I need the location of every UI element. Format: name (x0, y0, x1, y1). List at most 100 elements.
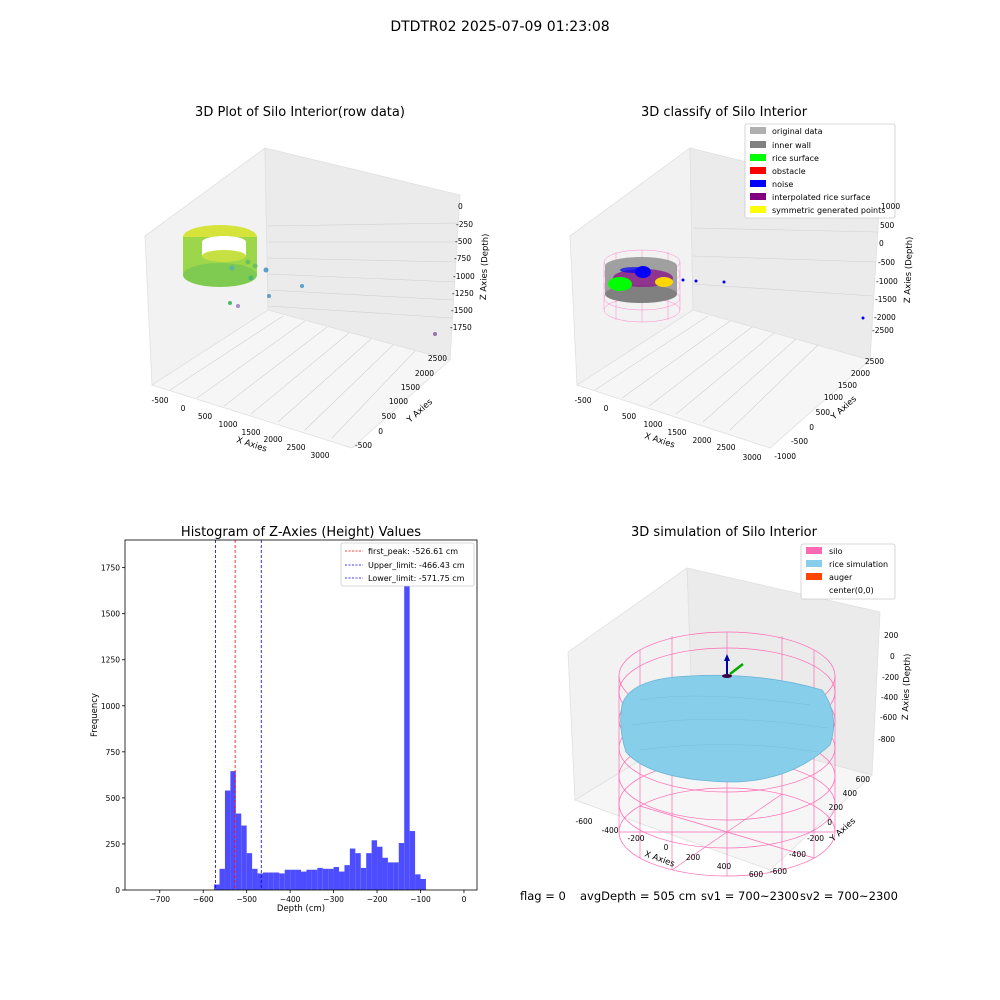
raw-z-tick: -250 (456, 220, 473, 229)
classify-z-axis-label: Z Axies (Depth) (903, 236, 915, 303)
histogram-y-ticks: 0 250 500 750 1000 1250 1500 1750 (101, 564, 125, 895)
raw-y-tick: 1500 (401, 383, 420, 392)
histogram-bar-37 (415, 874, 421, 890)
histogram-bar-27 (360, 867, 367, 890)
raw-plot-ticks: -500 0 500 1000 1500 2000 2500 3000 -500… (151, 202, 475, 460)
raw-y-tick: 2500 (428, 354, 447, 363)
raw-data-3d-plot: 3D Plot of Silo Interior(row data) (144, 105, 491, 460)
classify-z-tick: -1000 (876, 277, 898, 286)
histogram-bar-0 (214, 884, 220, 890)
histogram-bar-2 (224, 790, 231, 890)
histogram-bar-17 (306, 869, 312, 890)
classify-y-tick: 500 (816, 408, 831, 417)
legend-swatch-noise (750, 180, 766, 187)
y-tick-label-0: 0 (115, 886, 120, 895)
classify-x-tick: 0 (604, 404, 609, 413)
raw-ring-points (183, 225, 257, 287)
histogram-bar-4 (235, 813, 242, 890)
raw-y-tick: -500 (355, 441, 372, 450)
status-avg-depth: avgDepth = 505 cm (580, 889, 697, 903)
classify-plot-ticks: -500 0 500 1000 1500 2000 2500 3000 -100… (574, 202, 900, 462)
histogram-bar-31 (382, 857, 388, 890)
classify-z-tick: 500 (880, 221, 895, 230)
raw-x-tick: 1000 (218, 420, 237, 429)
raw-y-tick: 500 (382, 412, 397, 421)
raw-x-tick: 0 (181, 404, 186, 413)
legend-label-lower-limit: Lower_limit: -571.75 cm (368, 574, 465, 583)
raw-z-tick: -1750 (450, 323, 472, 332)
classify-y-tick: -500 (791, 437, 808, 446)
y-tick-label-6: 1500 (101, 610, 120, 619)
legend-swatch-silo (806, 547, 822, 554)
legend-swatch-interpolated (750, 193, 766, 200)
histogram-frame (124, 539, 478, 891)
classify-legend: original data inner wall rice surface ob… (744, 123, 896, 219)
x-tick-label-3: −400 (280, 895, 301, 904)
legend-label-original: original data (772, 127, 823, 136)
classify-x-tick: 1000 (643, 420, 662, 429)
simulation-3d-plot: 3D simulation of Silo Interior (567, 525, 913, 879)
legend-swatch-rice-simulation (806, 560, 822, 567)
legend-swatch-auger (806, 573, 822, 580)
histogram-y-axis-label: Frequency (90, 693, 100, 737)
histogram-legend: first_peak: -526.61 cm Upper_limit: -466… (340, 542, 475, 587)
histogram-x-axis-label: Depth (cm) (277, 904, 325, 914)
histogram-bar-10 (268, 872, 274, 890)
sim-y-tick: -600 (770, 867, 787, 876)
legend-label-center: center(0,0) (829, 586, 874, 595)
raw-z-tick: -1500 (451, 306, 473, 315)
simulation-rice-surface (620, 674, 834, 783)
legend-label-auger: auger (829, 573, 853, 582)
histogram-bar-34 (398, 843, 405, 890)
y-tick-label-1: 250 (106, 840, 121, 849)
histogram-bar-14 (290, 869, 296, 890)
classify-x-tick: -500 (574, 396, 591, 405)
legend-swatch-rice-surface (750, 154, 766, 161)
raw-x-tick: 500 (198, 412, 213, 421)
raw-plot-title: 3D Plot of Silo Interior(row data) (195, 105, 405, 120)
sim-x-tick: 200 (686, 853, 701, 862)
histogram-bar-23 (339, 871, 345, 890)
y-tick-label-7: 1750 (101, 564, 120, 573)
histogram-bar-29 (371, 840, 378, 890)
sim-z-tick: -200 (882, 673, 899, 682)
legend-label-first-peak: first_peak: -526.61 cm (368, 547, 458, 556)
histogram-bar-7 (252, 868, 258, 890)
sim-y-tick: 400 (843, 789, 858, 798)
raw-z-tick: -1000 (453, 272, 475, 281)
raw-z-tick: -500 (455, 237, 472, 246)
classify-x-tick: 3000 (742, 453, 761, 462)
histogram-bar-12 (279, 873, 285, 890)
histogram-bar-6 (246, 853, 253, 890)
classify-3d-plot: 3D classify of Silo Interior (569, 105, 915, 462)
histogram-bar-35 (404, 558, 410, 890)
legend-label-symmetric: symmetric generated points (772, 206, 885, 215)
simulation-legend: silo rice simulation auger center(0,0) (800, 543, 896, 600)
raw-x-tick: 2500 (286, 443, 305, 452)
y-tick-label-4: 1000 (101, 702, 120, 711)
raw-z-tick: 0 (458, 202, 463, 211)
legend-label-upper-limit: Upper_limit: -466.43 cm (368, 561, 465, 570)
sim-y-tick: 600 (856, 775, 871, 784)
sim-x-tick: 0 (664, 843, 669, 852)
histogram-bar-3 (230, 771, 236, 890)
histogram-bar-24 (344, 865, 350, 890)
classify-plot-title: 3D classify of Silo Interior (641, 105, 808, 120)
legend-label-rice-surface: rice surface (772, 154, 819, 163)
simulation-plot-title: 3D simulation of Silo Interior (631, 525, 818, 540)
histogram-bar-21 (328, 868, 334, 890)
figure-suptitle: DTDTR02 2025-07-09 01:23:08 (390, 19, 609, 35)
histogram-bar-30 (377, 846, 383, 890)
classify-y-tick: -1000 (774, 452, 796, 461)
classify-z-tick: -2500 (872, 326, 894, 335)
raw-z-axis-label: Z Axies (Depth) (479, 233, 491, 300)
sim-y-tick: 0 (827, 818, 832, 827)
raw-x-tick: 3000 (310, 451, 329, 460)
histogram-title: Histogram of Z-Axies (Height) Values (181, 525, 421, 540)
sim-x-tick: 400 (717, 862, 732, 871)
histogram-bars (214, 558, 426, 890)
histogram-bar-36 (409, 831, 416, 890)
sim-z-tick: -400 (881, 693, 898, 702)
classify-x-tick: 2500 (716, 443, 735, 452)
raw-x-tick: 1500 (241, 428, 260, 437)
